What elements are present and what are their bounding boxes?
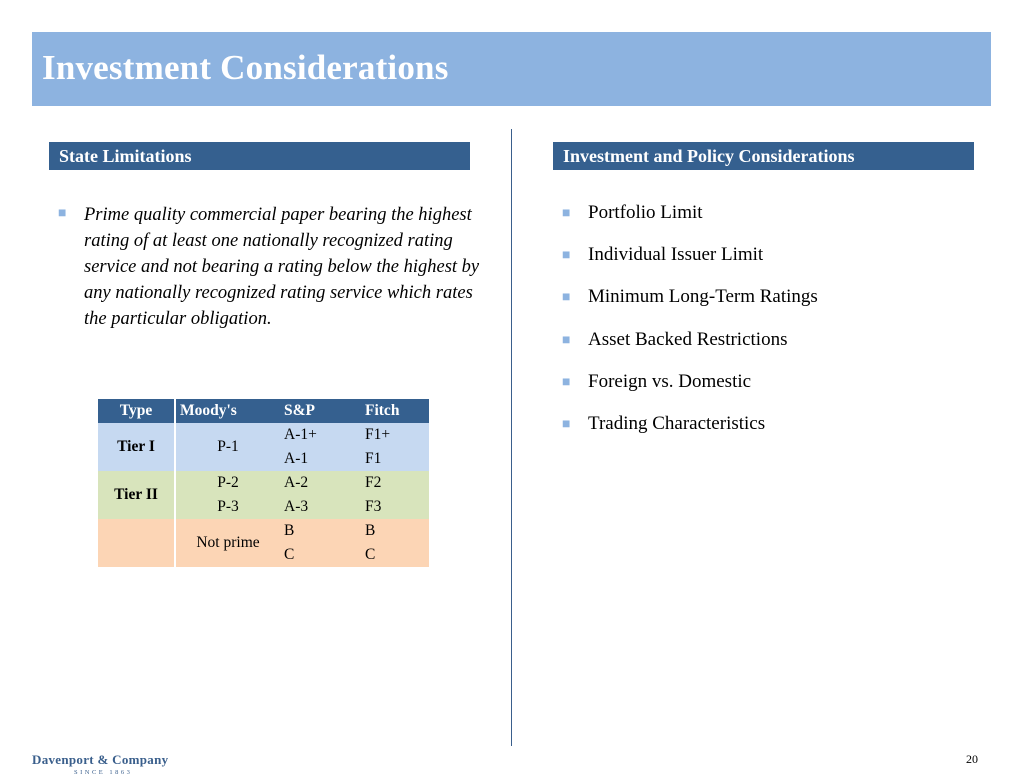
sp-rating: A-2: [280, 471, 361, 495]
list-item-label: Minimum Long-Term Ratings: [588, 286, 818, 308]
sp-rating: A-1+: [280, 423, 361, 447]
title-bar: Investment Considerations: [32, 32, 991, 106]
square-bullet-icon: ■: [562, 248, 571, 264]
list-item-label: Individual Issuer Limit: [588, 244, 764, 266]
logo-tagline: SINCE 1863: [74, 769, 133, 776]
fitch-rating: B: [361, 519, 429, 543]
square-bullet-icon: ■: [562, 332, 571, 348]
header-fitch: Fitch: [361, 399, 429, 423]
sp-rating: A-3: [280, 495, 361, 519]
page-title: Investment Considerations: [42, 48, 449, 87]
square-bullet-icon: ■: [562, 416, 571, 432]
square-bullet-icon: ■: [58, 206, 67, 221]
list-item-label: Trading Characteristics: [588, 412, 766, 434]
square-bullet-icon: ■: [562, 206, 571, 221]
header-moodys: Moody's: [175, 399, 280, 423]
list-item-label: Foreign vs. Domestic: [588, 370, 752, 392]
square-bullet-icon: ■: [562, 290, 571, 306]
policy-considerations-header: Investment and Policy Considerations: [553, 142, 974, 170]
page-number: 20: [966, 752, 978, 766]
list-item-label: Portfolio Limit: [588, 202, 703, 223]
fitch-rating: C: [361, 543, 429, 567]
moodys-rating: P-1: [175, 423, 280, 471]
table-row: Tier I P-1 A-1+ F1+: [98, 423, 429, 471]
tier-label: Tier II: [98, 471, 176, 519]
header-type: Type: [98, 399, 176, 423]
fitch-rating: F3: [361, 495, 429, 519]
table-row: P-3 A-3 F3: [98, 495, 429, 519]
fitch-rating: F1+: [361, 423, 429, 447]
tier-label: Tier I: [98, 423, 176, 471]
state-limitations-header: State Limitations: [49, 142, 470, 170]
fitch-rating: F2: [361, 471, 429, 495]
table-row: Tier II P-2 A-2 F2: [98, 471, 429, 519]
table-row: C C: [98, 543, 429, 567]
ratings-table: Type Moody's S&P Fitch Tier I P-1 A-1+ F…: [98, 399, 430, 567]
square-bullet-icon: ■: [562, 374, 571, 390]
table-row: Not prime B B: [98, 519, 429, 567]
column-divider: [511, 129, 512, 746]
table-header-row: Type Moody's S&P Fitch: [98, 399, 429, 423]
list-item-label: Asset Backed Restrictions: [588, 328, 788, 350]
company-logo: Davenport & Company SINCE 1863: [32, 752, 168, 776]
tier-label: [98, 519, 176, 567]
sp-rating: C: [280, 543, 361, 567]
sp-rating: A-1: [280, 447, 361, 471]
fitch-rating: F1: [361, 447, 429, 471]
moodys-rating: P-2: [175, 471, 280, 495]
sp-rating: B: [280, 519, 361, 543]
header-sp: S&P: [280, 399, 361, 423]
moodys-rating: P-3: [175, 495, 280, 519]
table-row: A-1 F1: [98, 447, 429, 471]
state-limitation-text: Prime quality commercial paper bearing t…: [84, 205, 480, 329]
logo-name: Davenport & Company: [32, 752, 169, 767]
moodys-rating: Not prime: [175, 519, 280, 567]
